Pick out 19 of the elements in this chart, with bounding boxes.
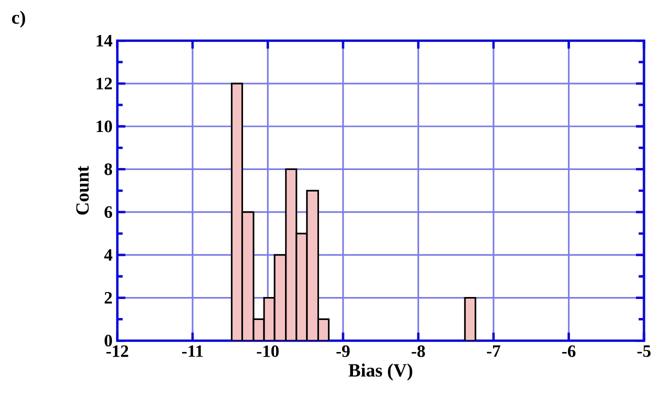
x-tick-label: -6 — [562, 345, 576, 358]
y-tick-label: 6 — [104, 206, 112, 218]
y-axis-title: Count — [76, 166, 89, 215]
y-tick-label: 14 — [96, 34, 112, 46]
x-tick-label: -5 — [637, 345, 651, 357]
x-axis-title: Bias (V) — [348, 364, 412, 380]
y-tick-label: 10 — [96, 120, 112, 132]
x-tick-label: -11 — [182, 345, 203, 357]
y-tick-label: 8 — [104, 163, 112, 176]
y-tick-label: 0 — [104, 334, 112, 346]
y-tick-label: 4 — [104, 249, 112, 261]
y-tick-label: 12 — [96, 78, 112, 90]
y-tick-label: 2 — [104, 292, 112, 304]
x-tick-label: -10 — [256, 345, 279, 358]
x-tick-label: -9 — [336, 345, 350, 358]
text: c) — [12, 10, 26, 28]
x-tick-label: -8 — [412, 345, 425, 358]
x-tick-label: -7 — [486, 345, 500, 357]
x-tick-label: -12 — [106, 345, 128, 357]
